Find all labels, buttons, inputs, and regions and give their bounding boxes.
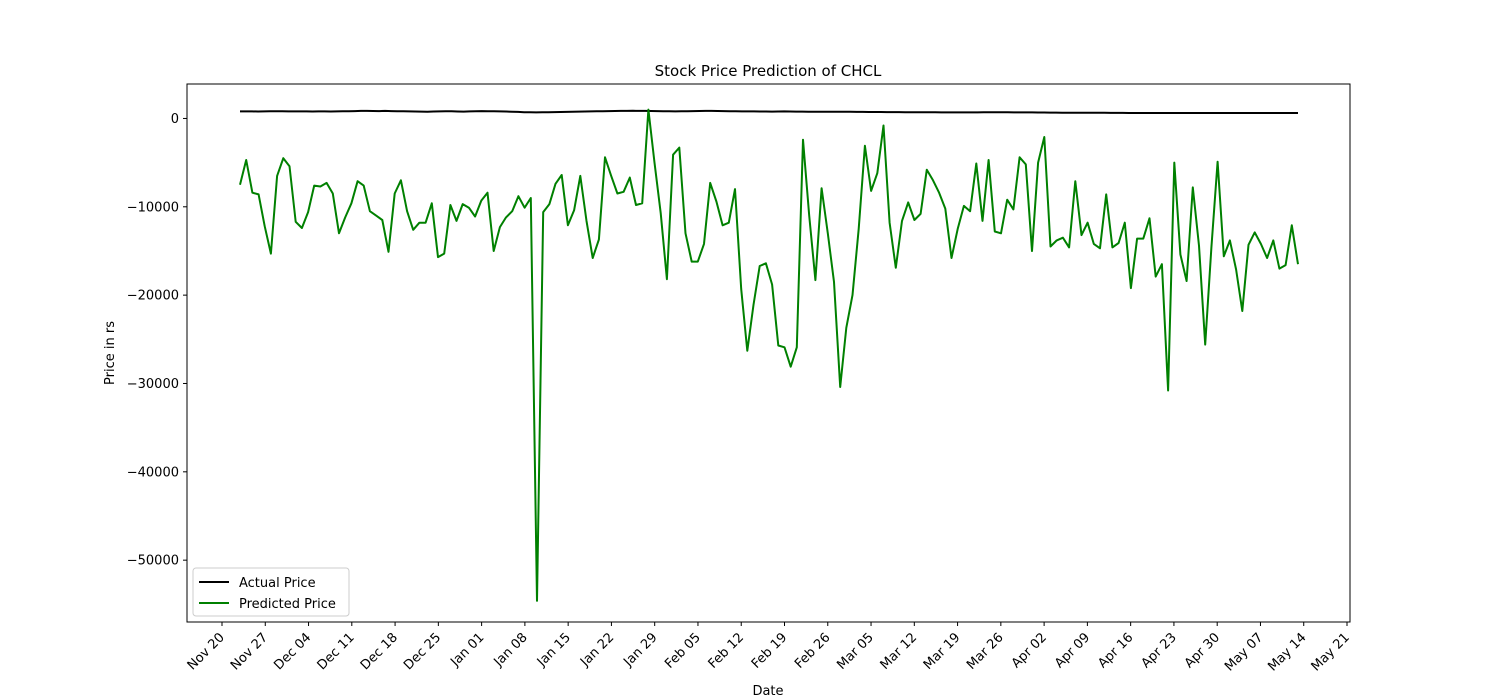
x-tick-label: Dec 25	[401, 630, 444, 673]
y-tick-label: −40000	[127, 465, 179, 480]
x-tick-label: Apr 16	[1095, 630, 1136, 671]
x-tick-label: Feb 19	[749, 630, 791, 672]
x-tick-label: Feb 26	[792, 630, 834, 672]
x-tick-label: Jan 01	[447, 630, 487, 670]
y-tick-label: 0	[171, 112, 179, 127]
x-tick-label: Dec 11	[315, 630, 358, 673]
x-tick-label: Jan 08	[491, 630, 531, 670]
x-tick-label: Mar 26	[964, 630, 1007, 673]
x-tick-label: Mar 19	[921, 630, 964, 673]
y-tick-label: −50000	[127, 554, 179, 569]
y-tick-label: −30000	[127, 377, 179, 392]
x-tick-label: Feb 05	[662, 630, 704, 672]
series-lines	[239, 108, 1299, 602]
x-tick-label: Feb 12	[706, 630, 748, 672]
y-axis: 0 −10000 −20000 −30000 −40000 −50000	[127, 112, 187, 569]
x-tick-label: Apr 23	[1139, 630, 1180, 671]
x-tick-label: Jan 29	[620, 630, 660, 670]
legend-actual-label: Actual Price	[239, 576, 316, 591]
legend: Actual Price Predicted Price	[192, 567, 350, 617]
x-tick-label: May 21	[1309, 630, 1353, 674]
x-tick-label: Jan 22	[577, 630, 617, 670]
x-tick-label: Nov 20	[185, 630, 228, 673]
x-tick-label: May 07	[1222, 630, 1266, 674]
predicted-price-line	[239, 108, 1299, 602]
x-tick-label: Dec 18	[358, 630, 401, 673]
legend-box	[192, 567, 350, 617]
chart-title: Stock Price Prediction of CHCL	[655, 62, 882, 80]
x-tick-label: Mar 05	[834, 630, 877, 673]
x-tick-label: Apr 02	[1009, 630, 1050, 671]
x-axis: Nov 20 Nov 27 Dec 04 Dec 11 Dec 18 Dec 25 Jan …	[185, 622, 1353, 674]
x-tick-label: May 14	[1265, 630, 1309, 674]
plot-frame	[186, 83, 1351, 623]
actual-price-line	[240, 109, 1298, 114]
x-tick-label: Apr 30	[1182, 630, 1223, 671]
x-tick-label: Mar 12	[878, 630, 921, 673]
x-tick-label: Apr 09	[1052, 630, 1093, 671]
x-tick-label: Nov 27	[228, 630, 271, 673]
y-tick-label: −10000	[127, 200, 179, 215]
y-tick-label: −20000	[127, 289, 179, 304]
y-axis-label: Price in rs	[103, 321, 118, 385]
x-tick-label: Dec 04	[271, 630, 314, 673]
x-tick-label: Jan 15	[534, 630, 574, 670]
legend-predicted-label: Predicted Price	[239, 597, 336, 612]
x-axis-label: Date	[752, 684, 783, 699]
